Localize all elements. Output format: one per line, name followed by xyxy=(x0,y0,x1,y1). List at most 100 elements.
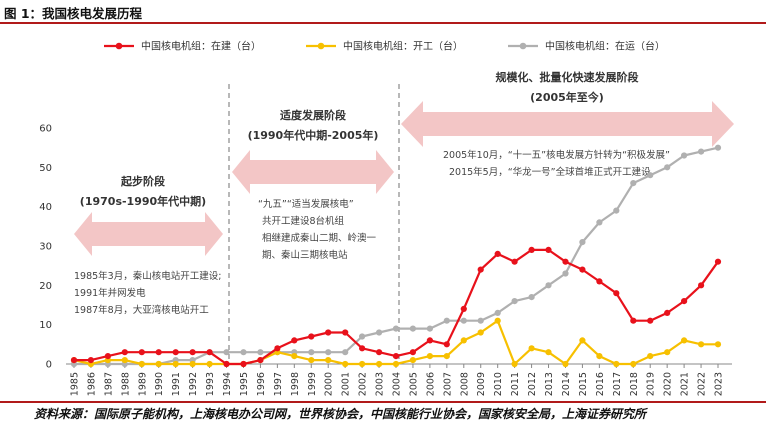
series-point-1 xyxy=(511,360,518,368)
series-point-1 xyxy=(477,329,484,336)
series-point-0 xyxy=(189,349,196,356)
series-point-1 xyxy=(579,337,586,344)
series-point-1 xyxy=(664,349,671,356)
y-axis: 0 10 20 30 40 50 60 xyxy=(39,124,52,371)
legend-label-0: 中国核电机组：在建（台） xyxy=(141,40,261,53)
x-tick-label: 1990 xyxy=(154,372,165,396)
x-tick-label: 2009 xyxy=(476,372,487,396)
series-point-1 xyxy=(630,360,637,368)
series-point-1 xyxy=(189,360,196,368)
series-point-0 xyxy=(647,317,654,324)
x-tick-label: 1995 xyxy=(239,372,250,396)
series-point-1 xyxy=(528,345,535,352)
series-point-0 xyxy=(579,266,586,273)
x-tick-label: 2012 xyxy=(527,372,538,396)
series-point-0 xyxy=(257,357,264,364)
x-tick-label: 2010 xyxy=(493,372,504,396)
series-point-0 xyxy=(613,290,620,297)
series-point-1 xyxy=(392,360,400,368)
series-point-2 xyxy=(698,148,705,155)
legend-label-1: 中国核电机组：开工（台） xyxy=(343,40,463,53)
stage-arrows xyxy=(74,101,734,256)
series-point-1 xyxy=(494,317,501,324)
stage3-arrow xyxy=(401,101,734,147)
series-point-0 xyxy=(596,278,603,285)
x-tick-label: 2006 xyxy=(425,372,436,396)
stage2-note-line1: “九五”“适当发展核电” xyxy=(258,198,354,210)
series-point-1 xyxy=(342,360,349,368)
x-tick-label: 2001 xyxy=(341,372,352,396)
series-point-0 xyxy=(714,258,722,265)
x-tick-label: 2022 xyxy=(697,372,708,396)
x-tick-label: 2019 xyxy=(646,372,657,396)
x-tick-label: 1992 xyxy=(188,372,199,396)
series-point-1 xyxy=(409,357,416,364)
stage1-name: 起步阶段 xyxy=(120,174,165,188)
series-point-0 xyxy=(104,353,111,360)
legend-marker-0 xyxy=(115,42,123,50)
series-point-0 xyxy=(223,360,230,368)
series-point-0 xyxy=(274,345,281,352)
series-point-2 xyxy=(376,329,383,336)
stage1-arrow xyxy=(74,212,223,256)
series-point-2 xyxy=(460,317,467,324)
source-note: 资料来源：国际原子能机构，上海核电办公司网，世界核协会，中国核能行业协会，国家核… xyxy=(34,407,647,421)
x-tick-label: 2018 xyxy=(629,372,640,396)
series-point-0 xyxy=(342,329,349,336)
stage3-period: (2005年至今) xyxy=(530,90,604,104)
x-tick-label: 2016 xyxy=(595,372,606,396)
x-tick-label: 1988 xyxy=(120,372,131,396)
title-rule xyxy=(0,22,766,24)
x-tick-label: 2005 xyxy=(408,372,419,396)
series-point-1 xyxy=(714,341,722,348)
series-point-0 xyxy=(70,357,78,364)
series-point-2 xyxy=(426,325,433,332)
legend: 中国核电机组：在建（台） 中国核电机组：开工（台） 中国核电机组：在运（台） xyxy=(104,40,665,53)
series-point-0 xyxy=(545,246,552,253)
series-point-1 xyxy=(596,353,603,360)
stage2-note-line3: 相继建成秦山二期、岭澳一 xyxy=(262,232,377,244)
series-point-2 xyxy=(342,349,349,356)
x-tick-label: 2007 xyxy=(442,372,453,396)
series-point-0 xyxy=(138,349,145,356)
series-point-0 xyxy=(477,266,484,273)
series-point-2 xyxy=(714,144,722,151)
series-point-1 xyxy=(460,337,467,344)
series-point-0 xyxy=(426,337,433,344)
legend-marker-2 xyxy=(519,42,527,50)
series-point-0 xyxy=(494,250,501,257)
y-tick-label: 0 xyxy=(46,360,52,371)
x-tick-label: 1999 xyxy=(307,372,318,396)
series-point-0 xyxy=(359,345,366,352)
x-tick-label: 1987 xyxy=(103,372,114,396)
series-point-1 xyxy=(376,360,383,368)
series-point-0 xyxy=(392,353,400,360)
stage2-period: (1990年代中期-2005年) xyxy=(248,128,379,142)
stage3-name: 规模化、批量化快速发展阶段 xyxy=(496,70,639,84)
x-tick-label: 2017 xyxy=(612,372,623,396)
series-group xyxy=(70,144,722,368)
x-tick-label: 2014 xyxy=(561,372,572,396)
y-tick-label: 40 xyxy=(39,202,52,213)
figure-title: 图 1：我国核电发展历程 xyxy=(4,6,143,21)
x-tick-label: 1991 xyxy=(171,372,182,396)
x-tick-label: 2000 xyxy=(324,372,335,396)
series-point-2 xyxy=(494,309,501,316)
series-point-1 xyxy=(698,341,705,348)
series-point-1 xyxy=(291,353,298,360)
y-tick-label: 10 xyxy=(39,320,52,331)
series-point-2 xyxy=(630,180,637,187)
series-point-1 xyxy=(681,337,688,344)
stage2-note-line2: 共开工建设8台机组 xyxy=(262,215,345,227)
x-tick-label: 2023 xyxy=(714,372,725,396)
x-tick-label: 1986 xyxy=(86,372,97,396)
y-tick-label: 60 xyxy=(39,124,52,135)
series-point-2 xyxy=(511,298,518,305)
series-point-0 xyxy=(87,357,94,364)
series-point-2 xyxy=(681,152,688,159)
x-tick-label: 1997 xyxy=(273,372,284,396)
series-point-2 xyxy=(664,164,671,171)
series-point-1 xyxy=(443,353,450,360)
stage1-note-line2: 1991年并网发电 xyxy=(74,287,146,299)
series-point-0 xyxy=(325,329,332,336)
